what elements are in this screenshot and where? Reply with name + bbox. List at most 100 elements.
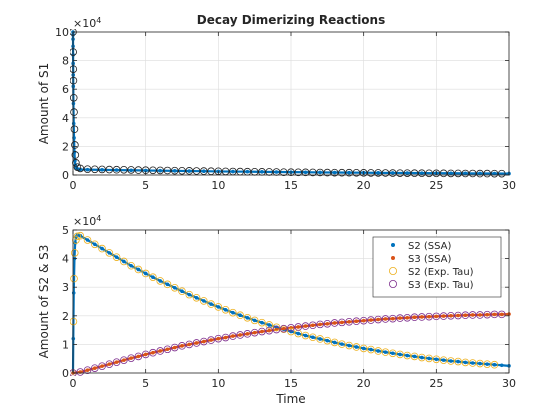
x-tick-label: 15 <box>284 179 298 192</box>
data-point <box>340 320 344 325</box>
data-point <box>236 311 244 320</box>
data-point <box>410 352 419 361</box>
data-point <box>107 362 112 366</box>
data-point <box>483 360 492 368</box>
data-point <box>214 303 223 311</box>
series-layer <box>70 231 511 376</box>
data-point <box>352 343 361 351</box>
data-point <box>345 341 353 350</box>
data-point <box>76 231 85 240</box>
data-point <box>149 166 157 175</box>
data-point <box>200 167 208 175</box>
data-point <box>420 355 424 360</box>
data-point <box>214 334 223 343</box>
data-point <box>410 169 419 178</box>
data-point <box>439 169 448 178</box>
data-point <box>410 313 419 322</box>
data-point <box>478 313 482 317</box>
x-tick-label: 25 <box>429 179 443 192</box>
data-point <box>463 313 468 318</box>
data-point <box>287 327 295 336</box>
data-point <box>478 171 482 176</box>
data-point <box>318 337 322 341</box>
data-point <box>120 257 128 266</box>
series-2 <box>70 231 499 376</box>
data-point <box>361 318 366 323</box>
data-point <box>461 358 470 367</box>
data-point <box>354 319 359 324</box>
data-point <box>260 329 264 334</box>
series-1 <box>71 312 511 375</box>
data-point <box>165 282 170 287</box>
data-point <box>194 341 199 345</box>
data-point <box>170 283 179 292</box>
y-tick-label: 5 <box>62 224 69 237</box>
data-point <box>316 168 324 177</box>
data-point <box>461 311 470 320</box>
data-point <box>425 169 433 178</box>
x-tick-label: 5 <box>142 179 149 192</box>
data-point <box>347 320 351 324</box>
data-point <box>490 310 499 319</box>
axes-top-ticks: 0 5 10 15 20 25 30 0 2 4 6 8 10 <box>55 26 516 192</box>
data-point <box>258 327 266 336</box>
data-point <box>250 316 259 325</box>
data-point <box>85 368 90 372</box>
data-point <box>223 335 228 340</box>
data-point <box>390 171 395 175</box>
legend-label: S2 (SSA) <box>408 241 452 252</box>
data-point <box>485 312 490 317</box>
data-point <box>207 336 215 344</box>
axes-top-series <box>70 29 511 178</box>
axes-top: 0 5 10 15 20 25 30 0 2 4 6 8 10 Decay Dimerizing Rea… <box>37 13 516 192</box>
data-point <box>267 323 272 327</box>
data-point <box>200 297 208 305</box>
data-point <box>497 310 506 319</box>
data-point <box>149 348 157 357</box>
data-point <box>129 263 133 268</box>
data-point <box>172 169 177 173</box>
data-point <box>463 171 468 176</box>
y-tick-label: 0 <box>62 367 69 380</box>
data-point <box>71 291 76 295</box>
data-point <box>76 164 85 173</box>
data-point <box>449 359 453 363</box>
data-point <box>374 169 383 177</box>
data-point <box>100 246 104 251</box>
data-point <box>178 342 186 350</box>
data-point <box>420 315 424 319</box>
data-point <box>330 338 339 347</box>
data-point <box>390 316 395 321</box>
data-point <box>83 366 92 374</box>
data-point <box>412 315 417 320</box>
data-point <box>221 305 230 314</box>
x-tick-label: 15 <box>284 377 298 390</box>
x-tick-label: 0 <box>70 377 77 390</box>
data-point <box>303 324 308 328</box>
data-point <box>412 354 417 359</box>
data-point <box>127 166 135 174</box>
data-point <box>456 359 460 364</box>
data-point <box>425 312 433 321</box>
data-point <box>330 319 339 327</box>
data-point <box>202 339 206 344</box>
data-point <box>245 332 250 336</box>
data-point <box>432 355 441 364</box>
data-point <box>432 169 441 178</box>
data-point <box>338 168 346 177</box>
data-point <box>359 169 368 177</box>
data-point <box>265 326 274 335</box>
data-point <box>454 169 462 178</box>
data-point <box>374 315 383 324</box>
data-point <box>352 168 361 177</box>
data-point <box>281 326 286 331</box>
data-point <box>202 299 206 303</box>
data-point <box>98 165 106 174</box>
data-point <box>405 353 410 358</box>
y-tick-label: 8 <box>62 55 69 68</box>
data-point <box>151 275 155 279</box>
data-point <box>476 169 484 178</box>
data-point <box>490 360 499 369</box>
data-point <box>425 354 433 363</box>
data-point <box>72 236 80 244</box>
